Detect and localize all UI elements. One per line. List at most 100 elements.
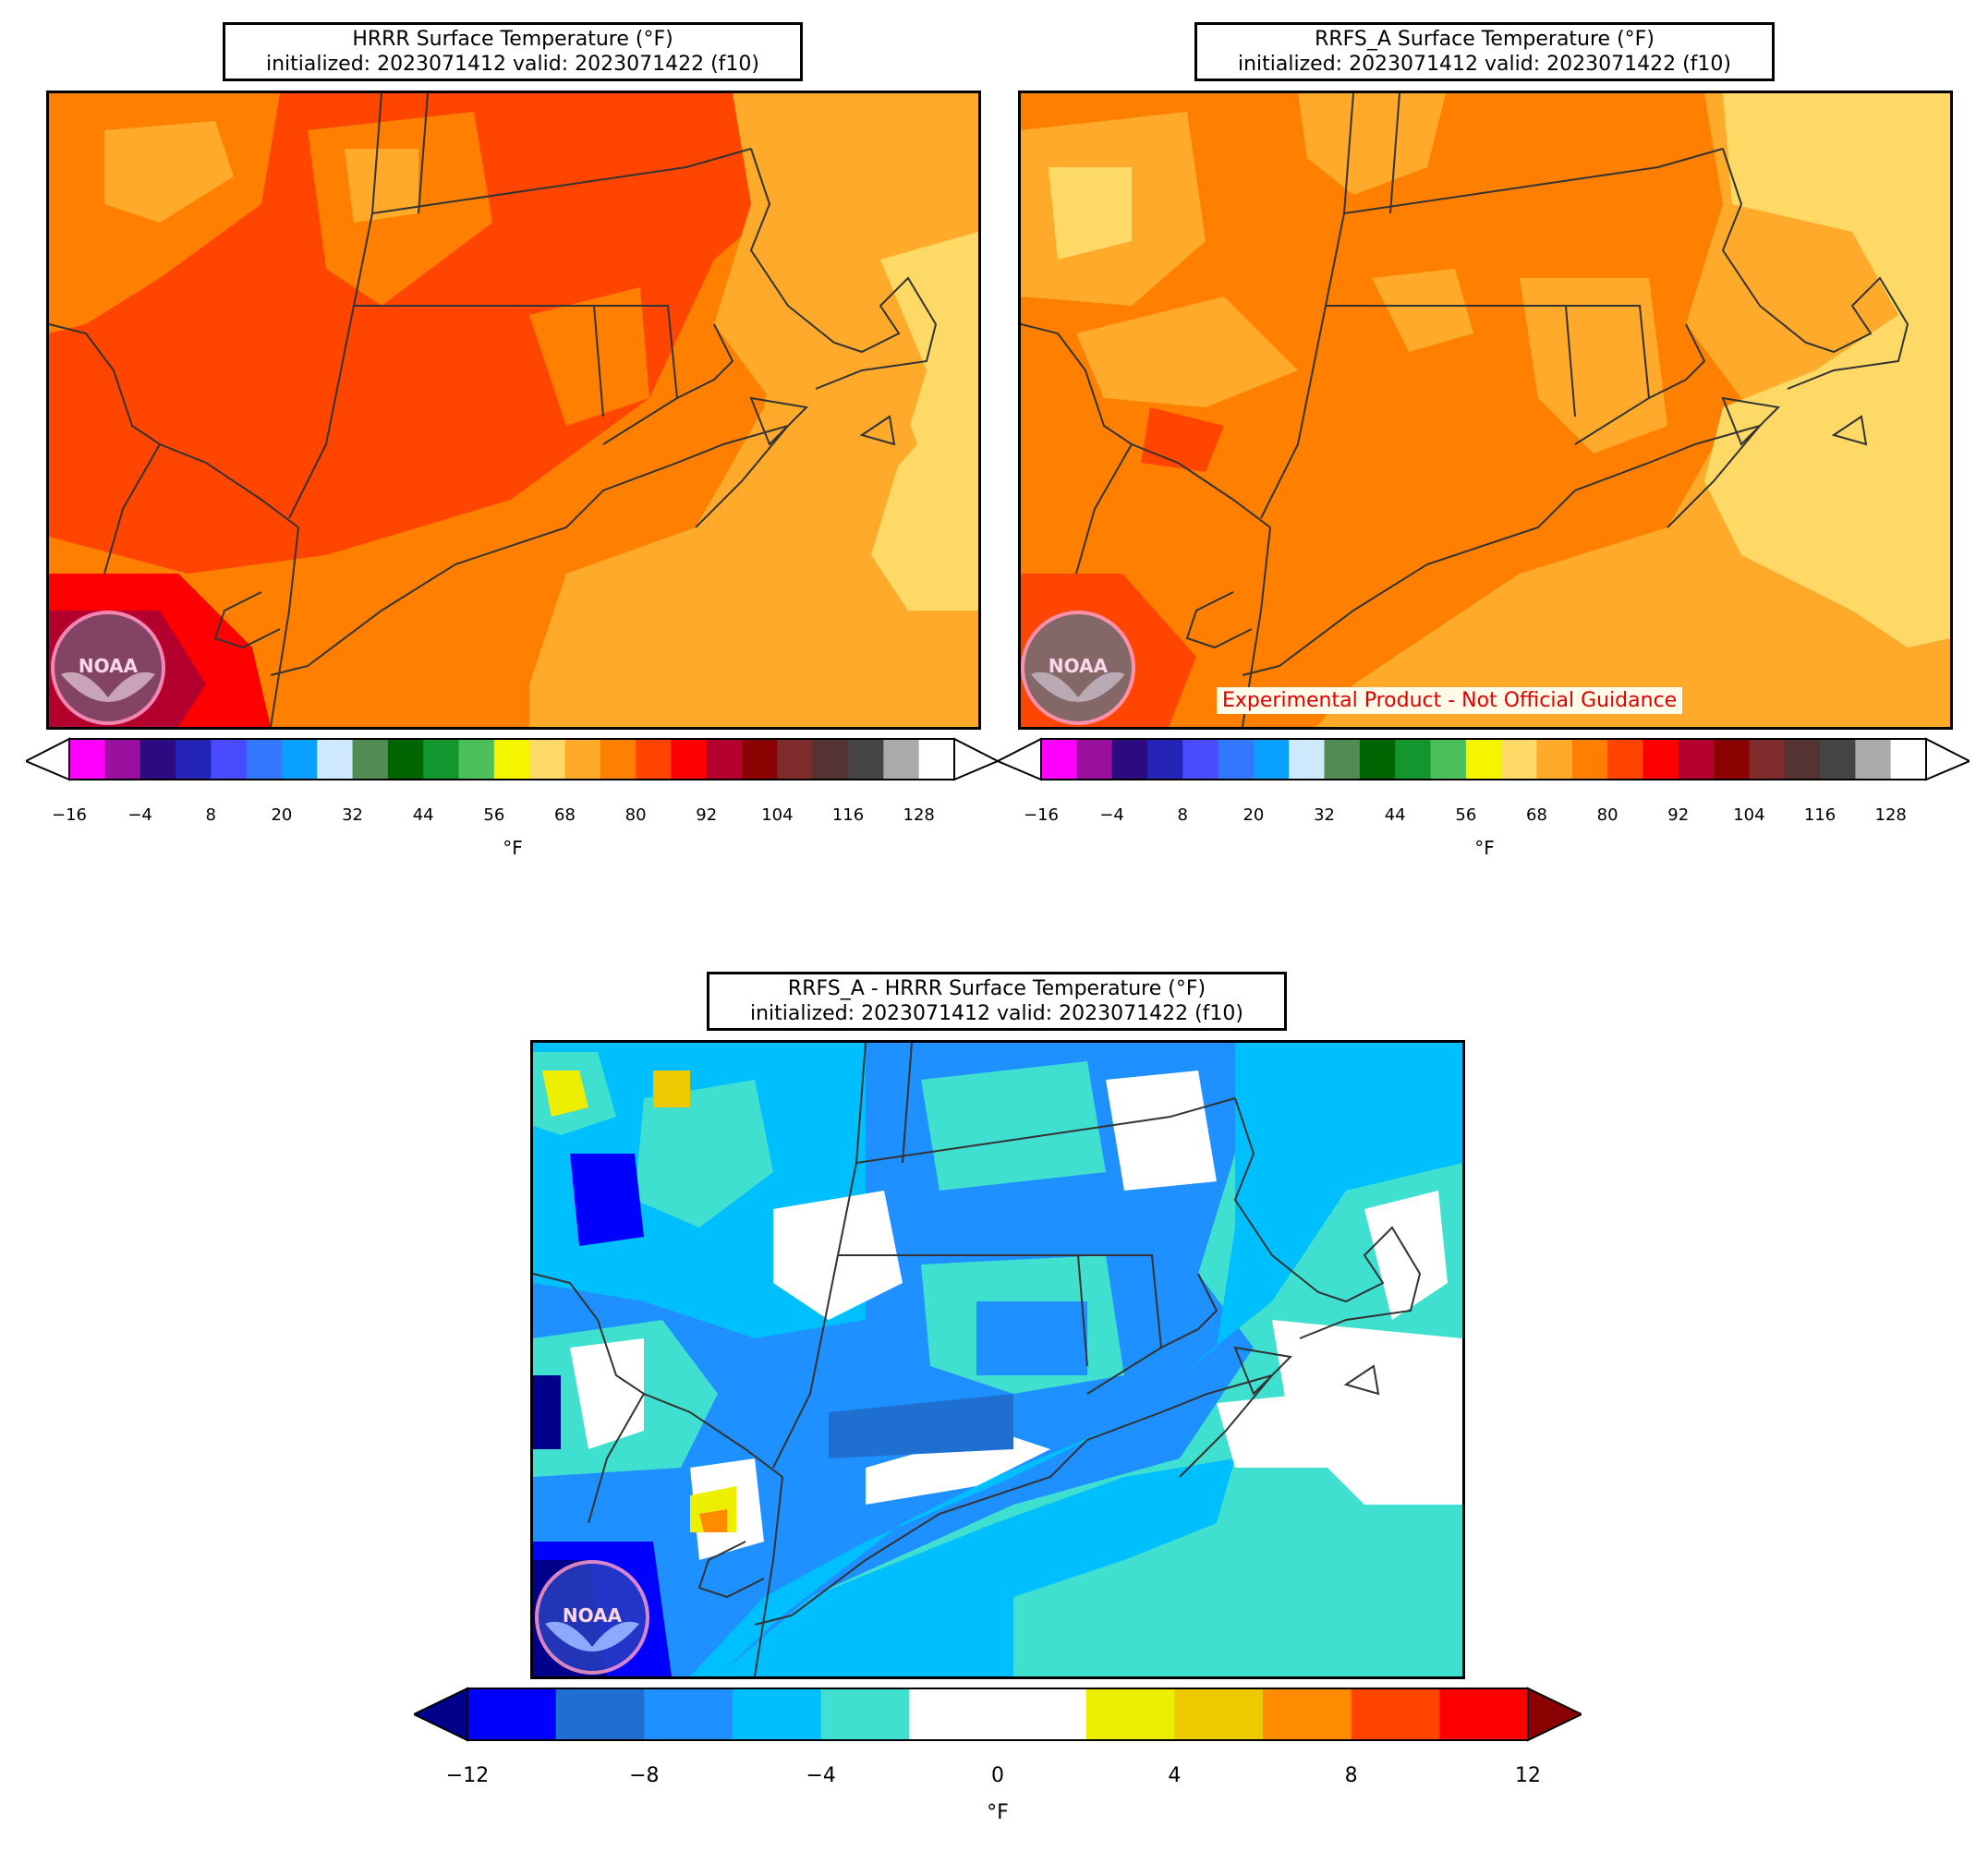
colorbar-segment bbox=[529, 739, 565, 780]
rrfs-title-line1: RRFS_A Surface Temperature (°F) bbox=[1315, 28, 1655, 51]
disclaimer-label: Experimental Product - Not Official Guid… bbox=[1217, 687, 1683, 714]
colorbar-segment bbox=[644, 1688, 733, 1740]
colorbar-segment bbox=[1182, 739, 1219, 780]
hrrr-map-svg bbox=[49, 93, 978, 727]
rrfs-title-line2: initialized: 2023071412 valid: 202307142… bbox=[1238, 53, 1731, 76]
rrfs-map bbox=[1018, 91, 1953, 730]
colorbar-tick-label: −16 bbox=[1024, 805, 1059, 825]
colorbar-segment bbox=[317, 739, 354, 780]
colorbar-segment bbox=[1439, 1688, 1529, 1740]
colorbar-tick-label: 92 bbox=[1667, 805, 1690, 825]
colorbar-tick-label: 104 bbox=[761, 805, 794, 825]
colorbar-segment bbox=[1289, 739, 1326, 780]
rrfs-colorbar bbox=[998, 737, 1970, 781]
colorbar-segment bbox=[1041, 739, 1077, 780]
colorbar-segment bbox=[467, 1688, 557, 1740]
colorbar-segment bbox=[918, 739, 955, 780]
diff-colorbar bbox=[414, 1687, 1582, 1742]
colorbar-tick-label: 68 bbox=[1526, 805, 1547, 825]
colorbar-segment bbox=[458, 739, 495, 780]
colorbar-tick-label: 56 bbox=[483, 805, 505, 825]
colorbar-segment bbox=[69, 739, 105, 780]
colorbar-segment bbox=[352, 739, 389, 780]
colorbar-segment bbox=[1218, 739, 1255, 780]
rrfs-colorbar-units: °F bbox=[1474, 837, 1495, 859]
colorbar-segment bbox=[423, 739, 460, 780]
colorbar-segment bbox=[1430, 739, 1467, 780]
colorbar-segment bbox=[1395, 739, 1432, 780]
colorbar-tick-label: 44 bbox=[412, 805, 434, 825]
colorbar-tick-label: 8 bbox=[205, 805, 216, 825]
noaa-logo-2: NOAA bbox=[1021, 611, 1135, 725]
colorbar-tick-label: −4 bbox=[127, 805, 152, 825]
hrrr-colorbar-segments bbox=[69, 739, 955, 780]
hrrr-colorbar bbox=[26, 737, 998, 781]
colorbar-segment bbox=[1501, 739, 1537, 780]
colorbar-segment bbox=[1351, 1688, 1440, 1740]
diff-colorbar-over bbox=[1527, 1687, 1582, 1742]
colorbar-segment bbox=[600, 739, 636, 780]
colorbar-tick-label: −16 bbox=[52, 805, 87, 825]
colorbar-segment bbox=[1607, 739, 1643, 780]
noaa-logo-text-1: NOAA bbox=[79, 655, 139, 677]
colorbar-tick-label: 20 bbox=[271, 805, 293, 825]
colorbar-segment bbox=[1263, 1688, 1352, 1740]
colorbar-segment bbox=[820, 1688, 910, 1740]
colorbar-segment bbox=[493, 739, 530, 780]
colorbar-segment bbox=[1146, 739, 1183, 780]
colorbar-segment bbox=[1085, 1688, 1175, 1740]
colorbar-segment bbox=[733, 1688, 822, 1740]
colorbar-segment bbox=[742, 739, 778, 780]
colorbar-segment bbox=[175, 739, 212, 780]
hrrr-title-line2: initialized: 2023071412 valid: 202307142… bbox=[266, 53, 759, 76]
rrfs-colorbar-over bbox=[1925, 737, 1970, 781]
hrrr-map bbox=[46, 91, 981, 730]
hrrr-colorbar-under bbox=[26, 737, 70, 781]
colorbar-segment bbox=[909, 1688, 999, 1740]
colorbar-tick-label: 20 bbox=[1242, 805, 1265, 825]
colorbar-segment bbox=[1076, 739, 1113, 780]
colorbar-segment bbox=[671, 739, 708, 780]
colorbar-segment bbox=[636, 739, 672, 780]
colorbar-segment bbox=[998, 1688, 1087, 1740]
colorbar-tick-label: 68 bbox=[554, 805, 576, 825]
colorbar-tick-label: 116 bbox=[831, 805, 865, 825]
colorbar-segment bbox=[1111, 739, 1148, 780]
colorbar-segment bbox=[883, 739, 920, 780]
colorbar-segment bbox=[1571, 739, 1608, 780]
colorbar-tick-label: 92 bbox=[696, 805, 718, 825]
diff-map-svg bbox=[533, 1043, 1462, 1676]
colorbar-tick-label: 56 bbox=[1455, 805, 1477, 825]
colorbar-tick-label: 12 bbox=[1515, 1764, 1541, 1787]
diff-colorbar-segments bbox=[467, 1688, 1529, 1740]
diff-title: RRFS_A - HRRR Surface Temperature (°F) i… bbox=[707, 972, 1287, 1031]
diff-colorbar-units: °F bbox=[987, 1801, 1009, 1824]
colorbar-segment bbox=[1714, 739, 1750, 780]
colorbar-tick-label: 104 bbox=[1733, 805, 1765, 825]
colorbar-tick-label: 8 bbox=[1344, 1764, 1358, 1787]
colorbar-segment bbox=[1174, 1688, 1264, 1740]
colorbar-tick-label: −4 bbox=[806, 1764, 836, 1787]
hrrr-colorbar-units: °F bbox=[503, 837, 523, 859]
colorbar-tick-label: 116 bbox=[1803, 805, 1836, 825]
noaa-logo-text-3: NOAA bbox=[563, 1604, 623, 1627]
colorbar-segment bbox=[812, 739, 849, 780]
hrrr-title-line1: HRRR Surface Temperature (°F) bbox=[352, 28, 673, 51]
colorbar-segment bbox=[104, 739, 141, 780]
colorbar-segment bbox=[1465, 739, 1502, 780]
colorbar-tick-label: 0 bbox=[991, 1764, 1004, 1787]
colorbar-segment bbox=[1890, 739, 1927, 780]
colorbar-tick-label: 80 bbox=[624, 805, 647, 825]
diff-title-line1: RRFS_A - HRRR Surface Temperature (°F) bbox=[787, 977, 1206, 1000]
colorbar-segment bbox=[777, 739, 814, 780]
colorbar-tick-label: 80 bbox=[1596, 805, 1618, 825]
diff-map bbox=[530, 1040, 1465, 1679]
colorbar-segment bbox=[1784, 739, 1821, 780]
colorbar-tick-label: −12 bbox=[445, 1764, 490, 1787]
colorbar-segment bbox=[706, 739, 743, 780]
colorbar-segment bbox=[281, 739, 318, 780]
hrrr-colorbar-over bbox=[953, 737, 998, 781]
colorbar-tick-label: 44 bbox=[1384, 805, 1406, 825]
colorbar-segment bbox=[246, 739, 283, 780]
diff-title-line2: initialized: 2023071412 valid: 202307142… bbox=[750, 1002, 1243, 1025]
